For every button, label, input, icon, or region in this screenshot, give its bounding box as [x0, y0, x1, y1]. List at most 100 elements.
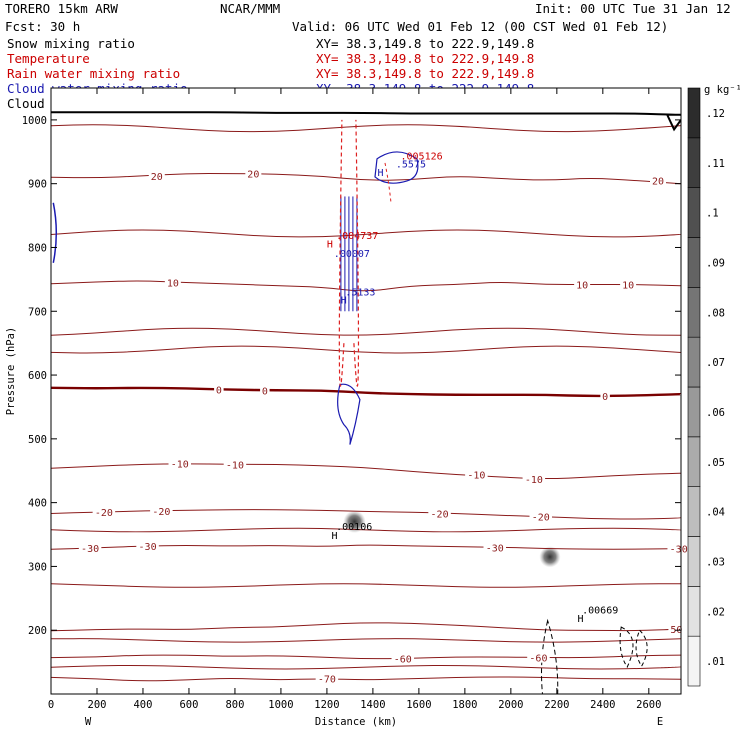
field-name: Rain water mixing ratio	[7, 66, 180, 81]
isotherm-line	[51, 172, 681, 185]
isotherm-label: -10	[226, 460, 244, 471]
colorbar-tick: .04	[706, 507, 725, 519]
x-tick-label: 2400	[590, 699, 615, 711]
snow-column	[539, 546, 561, 568]
colorbar-tick: .08	[706, 307, 725, 319]
colorbar-bin	[687, 237, 701, 288]
isotherm-label: 20	[652, 176, 664, 187]
isotherm-unlabeled	[51, 583, 681, 588]
extremum-label: H	[332, 531, 338, 542]
rain-contour	[338, 119, 360, 387]
isotherm-label-bg	[600, 390, 610, 402]
colorbar-bin	[687, 87, 701, 139]
y-tick-label: 1000	[22, 115, 47, 127]
snow-column	[343, 510, 366, 533]
header: TORERO 15km ARW NCAR/MMM Init: 00 UTC Tu…	[5, 1, 731, 34]
isotherm-line	[51, 463, 681, 480]
isotherm-label-bg	[315, 672, 339, 684]
colorbar-tick: .09	[706, 257, 725, 269]
isotherm-label-bg	[260, 384, 270, 396]
isotherm-unlabeled	[51, 124, 681, 133]
isotherm-label-bg	[78, 541, 102, 553]
terrain-profile	[51, 111, 681, 132]
isotherm-label: -30	[486, 543, 504, 554]
isotherm-unlabeled	[51, 638, 681, 643]
plot-background	[51, 88, 681, 694]
isotherm-label-bg	[168, 457, 192, 469]
isotherm-label: -60	[529, 654, 547, 665]
isotherm-label-bg	[522, 473, 546, 485]
isotherm-label: 0	[602, 392, 608, 403]
isotherm-label-bg	[150, 504, 173, 516]
colorbar-tick: .07	[706, 357, 725, 369]
isotherm-unlabeled	[51, 229, 681, 238]
isotherm-label-bg	[650, 174, 667, 186]
field-xy: XY= 38.3,149.8 to 222.9,149.8	[316, 51, 534, 66]
isotherm-label: -10	[171, 460, 189, 471]
center-label: NCAR/MMM	[220, 1, 280, 16]
x-tick-label: 1400	[360, 699, 385, 711]
x-tick-label: 0	[48, 699, 54, 711]
valid-time: Valid: 06 UTC Wed 01 Feb 12 (00 CST Wed …	[292, 19, 668, 34]
x-tick-label: 2200	[544, 699, 569, 711]
isotherm-label: -70	[318, 675, 336, 686]
cloud-water-contour	[52, 202, 58, 263]
y-tick-label: 700	[28, 306, 47, 318]
extremum-label: .004737	[336, 231, 378, 242]
y-tick-label: 900	[28, 179, 47, 191]
isotherm-line	[51, 509, 681, 520]
y-tick-label: 500	[28, 434, 47, 446]
isotherm-label-bg	[92, 506, 116, 518]
colorbar-tick: .11	[706, 158, 725, 170]
colorbar-bin	[687, 436, 701, 487]
isotherm-label: -10	[467, 471, 485, 482]
extremum-label: H	[327, 239, 333, 250]
west-label: W	[85, 716, 92, 728]
field-xy: XY= 38.3,149.8 to 222.9,149.8	[316, 66, 534, 81]
isotherm-label: 20	[151, 172, 163, 183]
colorbar-tick: .01	[706, 656, 725, 668]
colorbar-tick: .02	[706, 606, 725, 618]
isotherm-label: -30	[139, 542, 157, 553]
isotherm-label: 10	[622, 280, 634, 291]
isotherm-label-bg	[483, 541, 507, 553]
isotherm-label-bg	[620, 278, 637, 290]
isotherm-label: -20	[431, 509, 449, 520]
colorbar-tick: .03	[706, 556, 725, 568]
y-tick-label: 300	[28, 561, 47, 573]
isotherm-unlabeled	[51, 664, 681, 670]
east-label: E	[657, 716, 663, 728]
snow-shading-layer	[343, 510, 561, 568]
isotherm-label: 10	[167, 279, 179, 290]
extremum-label: .005126	[400, 151, 442, 162]
isotherm-label: 0	[216, 386, 222, 397]
isotherm-label: -20	[152, 507, 170, 518]
isotherm-label: -30	[670, 545, 688, 556]
cloud-ice-contour	[619, 626, 648, 669]
colorbar-unit: g kg⁻¹	[704, 84, 740, 96]
isotherm-label-bg	[574, 278, 591, 290]
cloud-water-contour	[337, 383, 361, 445]
isotherm-label-bg	[223, 458, 247, 470]
y-axis-label: Pressure (hPa)	[5, 327, 17, 416]
isotherm-label-bg	[465, 468, 488, 480]
terrain-line	[51, 111, 681, 132]
y-tick-label: 800	[28, 242, 47, 254]
colorbar-bin	[687, 635, 701, 687]
colorbar-bin	[687, 287, 701, 338]
x-tick-label: 1600	[406, 699, 431, 711]
field-xy: XY= 38.3,149.8 to 222.9,149.8	[316, 36, 534, 51]
isotherm-label-bg	[668, 622, 685, 634]
colorbar-bin	[687, 586, 701, 637]
hydrometeor-contours	[52, 119, 648, 694]
extremum-label: .00106	[336, 522, 372, 533]
extremum-label: .5133	[345, 287, 375, 298]
isotherm-label-bg	[164, 276, 181, 288]
y-tick-label: 600	[28, 370, 47, 382]
extremum-label: H	[341, 296, 347, 307]
isotherm-label: 0	[262, 386, 268, 397]
isotherm-label-bg	[245, 167, 262, 179]
isotherm-label-bg	[148, 170, 165, 182]
cloud-water-contour	[374, 151, 419, 184]
